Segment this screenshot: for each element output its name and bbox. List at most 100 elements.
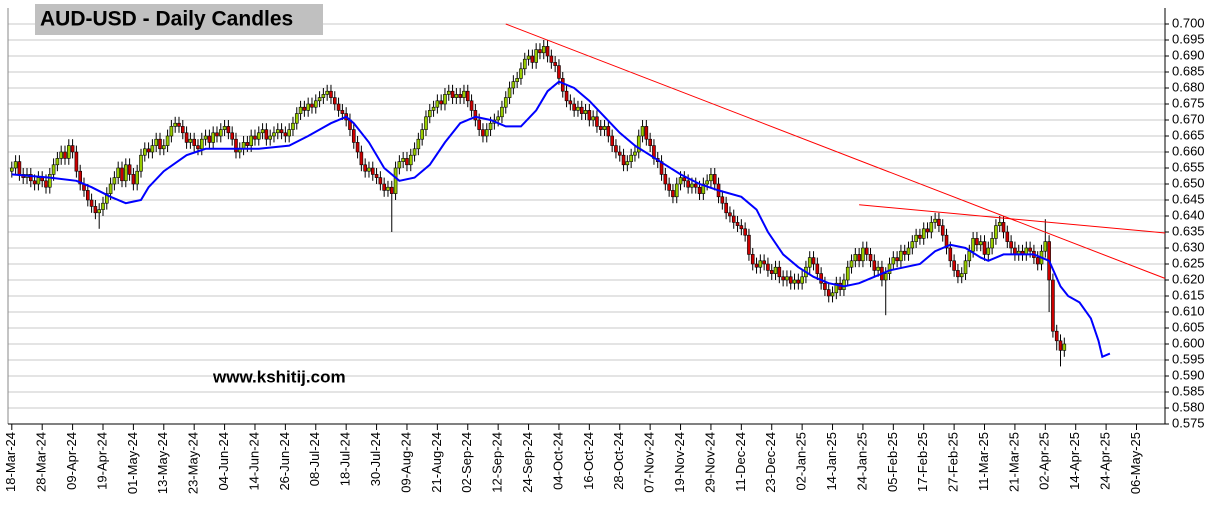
candle-body [572, 103, 576, 111]
candle-body [488, 122, 493, 130]
candle-body [165, 135, 170, 146]
candle-body [887, 263, 892, 274]
candle-body [446, 90, 451, 95]
candle-body [667, 183, 671, 191]
x-tick-label: 24-Jan-25 [854, 432, 869, 491]
candle-body [363, 164, 367, 172]
candle-body [283, 132, 288, 137]
candle-body [503, 97, 508, 108]
candle-body [146, 148, 151, 153]
candle-body [13, 161, 18, 169]
x-tick-label: 16-Oct-24 [581, 432, 596, 490]
candle-body [74, 151, 79, 172]
candle-body [925, 228, 930, 233]
candle-body [990, 238, 994, 249]
x-tick-label: 06-May-25 [1128, 432, 1143, 494]
candle-body [766, 263, 770, 271]
candle-body [792, 279, 797, 284]
candle-body [902, 250, 907, 255]
candle-body [431, 106, 436, 111]
candle-body [693, 183, 698, 188]
candle-body [511, 81, 516, 89]
candle-body [435, 100, 440, 108]
candle-body [773, 266, 778, 274]
candle-body [374, 174, 379, 178]
moving-average [11, 80, 1111, 359]
candle-body [891, 257, 896, 265]
candle-body [268, 135, 272, 140]
candle-body [678, 177, 683, 185]
x-tick-label: 02-Sep-24 [459, 432, 474, 493]
candle-body [636, 135, 641, 153]
candle-body [222, 126, 227, 130]
candle-body [51, 164, 56, 175]
candle-body [625, 161, 630, 166]
x-tick-label: 24-Sep-24 [520, 432, 535, 493]
candle-body [815, 263, 820, 274]
candle-body [454, 94, 459, 98]
y-tick-label: 0.650 [1172, 175, 1205, 190]
candle-body [329, 90, 333, 98]
candle-body [32, 180, 37, 185]
candle-body [785, 276, 789, 281]
candle-body [397, 161, 402, 169]
candle-body [975, 238, 979, 246]
y-tick-label: 0.695 [1172, 31, 1205, 46]
candle-body [1058, 340, 1063, 351]
x-tick-label: 18-Jul-24 [338, 432, 353, 486]
candle-body [819, 273, 823, 284]
candle-body [545, 46, 550, 57]
candle-body [355, 142, 360, 153]
candle-body [484, 129, 489, 137]
candle-body [211, 132, 215, 143]
candle-body [47, 174, 52, 188]
x-tick-label: 09-Aug-24 [398, 432, 413, 493]
candle-body [602, 126, 607, 130]
candle-body [234, 138, 238, 153]
candle-body [868, 254, 873, 262]
candle-body [906, 247, 911, 255]
candle-body [663, 174, 668, 185]
candle-body [439, 100, 443, 105]
candle-body [473, 110, 478, 121]
candle-body [462, 90, 466, 98]
candle-body [291, 122, 295, 130]
x-tick-label: 02-Jan-25 [794, 432, 809, 491]
y-tick-label: 0.690 [1172, 47, 1205, 62]
candle-body [78, 170, 82, 185]
candle-body [196, 145, 200, 150]
y-tick-label: 0.680 [1172, 79, 1205, 94]
candle-body [108, 183, 113, 194]
candle-body [754, 263, 759, 268]
candle-body [173, 122, 177, 127]
candle-body [351, 129, 356, 143]
candle-body [340, 110, 345, 114]
y-tick-label: 0.605 [1172, 319, 1205, 334]
candle-body [382, 183, 386, 191]
y-tick-label: 0.575 [1172, 415, 1205, 430]
candle-body [587, 110, 592, 121]
candle-body [560, 78, 565, 92]
candle-body [595, 116, 599, 127]
candle-body [188, 138, 193, 143]
candle-body [674, 183, 679, 198]
candle-body [1009, 241, 1013, 249]
candle-body [420, 129, 424, 140]
candle-body [648, 138, 652, 146]
candle-body [85, 190, 90, 201]
y-tick-label: 0.630 [1172, 239, 1205, 254]
candle-body [994, 225, 998, 239]
candle-body [184, 132, 189, 143]
candle-body [834, 282, 839, 294]
candle-body [883, 273, 888, 281]
candle-body [944, 234, 949, 249]
x-tick-label: 01-May-24 [125, 432, 140, 494]
candle-body [743, 228, 747, 236]
candle-body [811, 257, 816, 265]
candle-body [982, 241, 987, 255]
candle-body [758, 260, 763, 268]
y-tick-label: 0.585 [1172, 383, 1205, 398]
candle-body [895, 257, 899, 262]
candle-body [705, 180, 709, 185]
candle-body [526, 55, 531, 60]
